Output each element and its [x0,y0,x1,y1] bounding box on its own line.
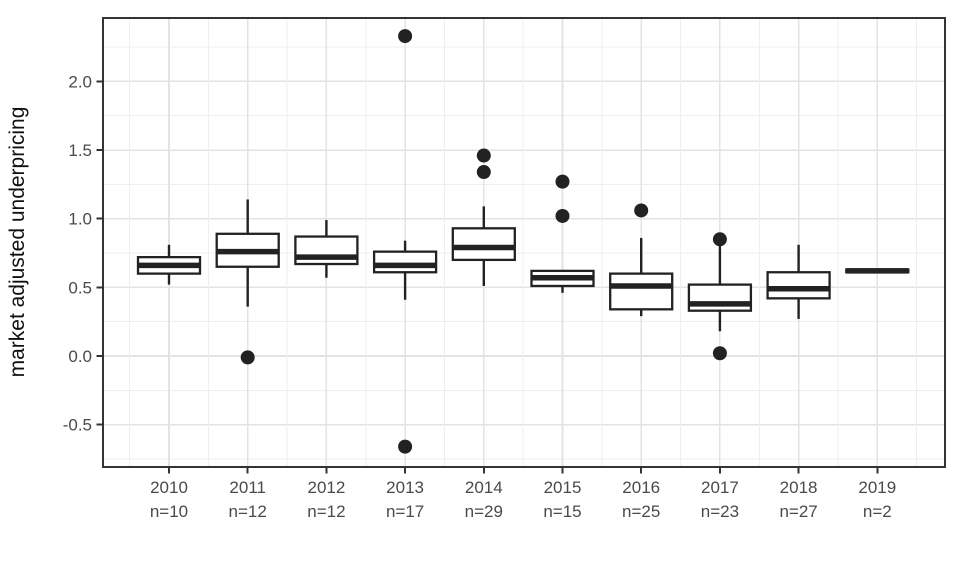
x-tick-n-label: n=15 [543,502,581,521]
x-tick-year-label: 2013 [386,478,424,497]
boxplot-2012 [294,220,359,278]
y-axis-title: market adjusted underpricing [6,107,29,378]
outlier-point [634,203,649,218]
x-tick-year-label: 2017 [701,478,739,497]
boxplot-2013 [372,29,438,454]
x-tick-n-label: n=27 [779,502,817,521]
outlier-point [476,165,491,180]
outlier-point [712,232,727,247]
boxplot-2018 [766,244,831,319]
x-tick-n-label: n=12 [307,502,345,521]
x-tick-year-label: 2012 [307,478,345,497]
boxplot-2017 [687,232,753,361]
outlier-point [240,350,255,365]
y-tick-label: 2.0 [68,72,92,91]
y-tick-label: 1.0 [68,210,92,229]
iqr-box [766,271,831,300]
x-tick-n-label: n=2 [863,502,892,521]
outlier-point [476,148,491,163]
outlier-point [398,29,413,44]
y-tick-label: 0.5 [68,278,92,297]
x-tick-n-label: n=12 [229,502,267,521]
outlier-point [555,208,570,223]
x-tick-year-label: 2015 [544,478,582,497]
x-tick-n-label: n=10 [150,502,188,521]
boxplot-2011 [215,199,280,365]
y-axis: -0.5 0.0 0.5 1.0 1.5 2.0 [63,72,103,435]
iqr-box [451,227,516,262]
outlier-point [555,174,570,189]
iqr-box [609,272,674,311]
boxplot-2019 [845,268,910,274]
x-tick-year-label: 2010 [150,478,188,497]
y-tick-label: 1.5 [68,141,92,160]
panel-border [102,17,946,468]
x-tick-year-label: 2016 [622,478,660,497]
x-tick-year-label: 2018 [780,478,818,497]
x-tick-n-label: n=23 [701,502,739,521]
boxplot-2014 [451,148,516,286]
x-tick-year-label: 2019 [858,478,896,497]
iqr-box [372,250,438,274]
x-tick-n-label: n=17 [386,502,424,521]
boxplot-2015 [530,174,595,293]
x-tick-year-label: 2014 [465,478,503,497]
boxplots [136,29,910,454]
outlier-point [712,346,727,361]
x-tick-year-label: 2011 [229,478,266,497]
outlier-point [398,439,413,454]
boxplot-2016 [609,203,674,317]
y-tick-label: 0.0 [68,347,92,366]
y-tick-label: -0.5 [63,416,92,435]
iqr-box [687,283,753,312]
x-tick-n-label: n=29 [465,502,503,521]
x-tick-n-label: n=25 [622,502,660,521]
x-axis: 2010 n=10 2011 n=12 2012 n=12 2013 n=17 2014 n=29… [150,467,896,521]
boxplot-2010 [136,244,202,285]
